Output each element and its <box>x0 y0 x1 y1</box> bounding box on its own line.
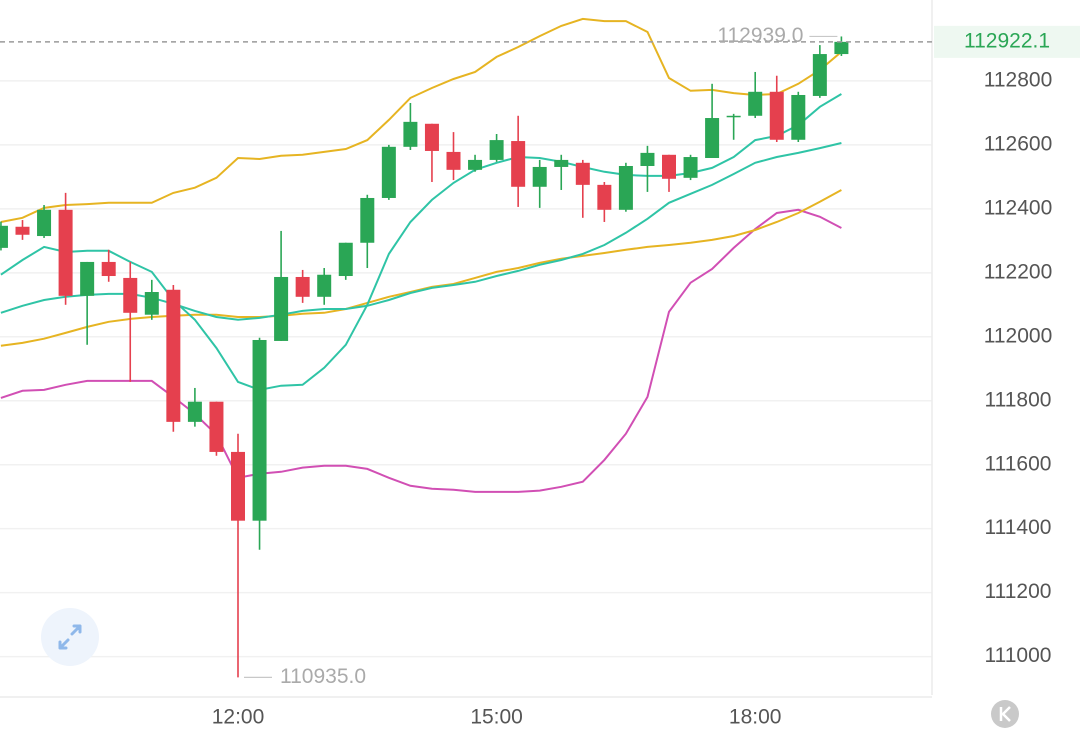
candle-body <box>37 209 52 237</box>
y-tick-label: 112200 <box>984 260 1053 283</box>
last-price-box <box>934 25 1080 58</box>
candle-body <box>748 91 763 116</box>
candle-body <box>769 91 784 140</box>
y-tick-label: 112400 <box>984 196 1053 219</box>
candle-body <box>446 151 461 170</box>
candle-body <box>511 141 526 187</box>
kline-button[interactable] <box>991 700 1019 728</box>
candle-body <box>209 401 224 452</box>
y-tick-label: 111400 <box>985 516 1052 539</box>
candle-body <box>532 166 547 187</box>
y-tick-label: 111600 <box>985 452 1052 475</box>
y-tick-label: 111000 <box>985 644 1052 667</box>
y-tick-label: 112600 <box>984 132 1053 155</box>
candle-body <box>403 121 418 147</box>
candle-body <box>812 54 827 96</box>
candle-body <box>295 276 310 297</box>
kline-button-bg[interactable] <box>991 700 1019 728</box>
candle-body <box>15 226 30 235</box>
labels: 111000 111200 111400 111600 111800 112000 1122… <box>0 24 1080 729</box>
candle-body <box>381 146 396 198</box>
candle-body <box>726 115 741 118</box>
indicator-lines <box>0 17 843 493</box>
candle-body <box>252 339 267 521</box>
y-tick-label: 112000 <box>984 324 1053 347</box>
indicator-line <box>0 17 843 223</box>
candle-body <box>640 152 655 166</box>
y-tick-label: 111200 <box>985 580 1052 603</box>
candle-body <box>101 261 116 277</box>
candle-body <box>662 154 676 179</box>
candle-body <box>58 209 73 296</box>
expand-button[interactable] <box>41 608 99 666</box>
candles <box>0 36 849 678</box>
expand-button-bg[interactable] <box>41 608 99 666</box>
indicator-line <box>0 208 842 493</box>
candle-body <box>489 140 504 160</box>
candle-body <box>683 157 698 178</box>
candle-body <box>554 159 569 167</box>
candle-body <box>618 165 633 210</box>
kline-icon[interactable] <box>999 706 1011 722</box>
x-tick-label: 12:00 <box>212 706 265 729</box>
indicator-line <box>0 93 842 391</box>
x-tick-label: 15:00 <box>470 706 523 729</box>
candle-body <box>144 292 159 315</box>
candle-body <box>123 277 138 313</box>
expand-icon[interactable] <box>58 624 82 650</box>
candle-body <box>424 123 439 151</box>
candle-body <box>360 197 375 243</box>
candle-body <box>80 261 95 296</box>
candle-body <box>705 118 720 158</box>
candle-body <box>274 276 289 341</box>
candle-body <box>166 289 181 422</box>
candle-body <box>834 41 849 55</box>
candle-body <box>231 451 245 521</box>
indicator-line <box>0 142 842 321</box>
candle-body <box>317 274 332 297</box>
candle-body <box>187 401 202 422</box>
y-tick-label: 111800 <box>985 388 1052 411</box>
candle-body <box>597 184 612 210</box>
last-price-label: 112922.1 <box>964 29 1050 52</box>
candle-body <box>338 242 353 277</box>
y-tick-label: 112800 <box>984 68 1053 91</box>
annotation-label: 112939.0 <box>717 24 803 47</box>
x-tick-label: 18:00 <box>729 706 782 729</box>
candle-body <box>791 94 806 140</box>
candle-body <box>0 225 8 248</box>
candle-body <box>468 159 483 170</box>
annotation-label: 110935.0 <box>280 665 366 688</box>
candle-body <box>575 162 590 185</box>
